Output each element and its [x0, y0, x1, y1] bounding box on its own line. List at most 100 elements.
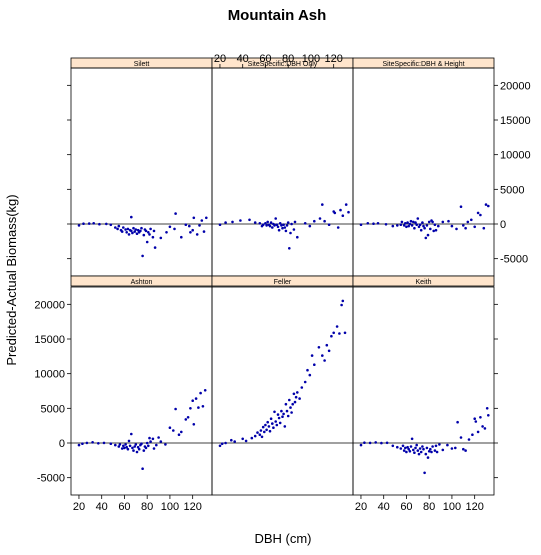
x-tick-label: 100 [161, 501, 179, 513]
y-tick-label: 0 [500, 219, 506, 231]
data-point [425, 446, 429, 450]
data-point [82, 222, 85, 225]
data-point [283, 226, 287, 229]
data-point [244, 439, 248, 443]
data-point [359, 223, 363, 226]
data-point [323, 219, 326, 223]
data-point [136, 445, 140, 449]
data-point [97, 442, 100, 445]
data-point [317, 346, 321, 349]
data-point [117, 445, 121, 448]
y-tick-label: 10000 [34, 369, 65, 381]
x-tick-label: 120 [465, 501, 483, 513]
data-point [441, 220, 445, 224]
data-point [385, 441, 389, 445]
data-point [120, 230, 124, 233]
data-point [264, 222, 267, 225]
data-point [294, 395, 298, 399]
data-point [424, 452, 428, 456]
data-point [131, 231, 134, 235]
data-point [425, 224, 429, 227]
panel-5: Feller [211, 275, 354, 496]
data-point [282, 223, 285, 226]
data-point [476, 430, 480, 434]
data-point [400, 220, 404, 224]
data-point [127, 233, 131, 236]
data-point [283, 425, 287, 428]
data-point [136, 228, 140, 232]
data-point [405, 450, 408, 454]
data-point [406, 221, 409, 224]
data-point [432, 229, 436, 233]
data-point [433, 449, 437, 452]
data-point [281, 415, 284, 419]
data-point [276, 225, 280, 229]
data-point [308, 373, 312, 377]
data-point [280, 224, 283, 227]
data-point [298, 397, 301, 400]
data-point [273, 410, 276, 414]
data-point [482, 226, 486, 230]
data-point [418, 223, 422, 226]
data-point [184, 418, 188, 421]
panel-strip-label: Silett [134, 61, 150, 68]
panel-frame [211, 67, 354, 277]
x-tick-label: 120 [183, 501, 201, 513]
data-point [313, 219, 316, 223]
data-point [293, 220, 297, 224]
data-point [384, 223, 388, 226]
data-point [426, 456, 430, 459]
data-point [147, 231, 150, 234]
data-point [224, 441, 227, 445]
data-point [296, 391, 299, 394]
data-point [109, 442, 113, 446]
data-point [426, 233, 430, 237]
panel-frame [70, 286, 213, 496]
data-point [130, 215, 133, 219]
x-tick-label: 100 [443, 501, 461, 513]
x-tick-label: 40 [96, 501, 108, 513]
data-point [144, 229, 148, 233]
y-tick-label: 15000 [500, 115, 531, 127]
data-point [418, 447, 422, 450]
y-tick-label: 5000 [41, 403, 65, 415]
data-point [483, 427, 487, 430]
data-point [402, 224, 406, 227]
data-point [421, 445, 424, 448]
data-point [192, 216, 196, 220]
data-point [271, 422, 274, 425]
data-point [268, 224, 272, 228]
data-point [172, 429, 175, 432]
data-point [407, 447, 411, 451]
data-point [274, 217, 278, 220]
data-point [180, 430, 183, 434]
data-point [153, 246, 157, 249]
data-point [126, 447, 130, 451]
data-point [473, 225, 477, 229]
data-point [148, 233, 151, 236]
data-point [450, 447, 454, 450]
data-point [427, 220, 431, 224]
data-point [276, 413, 280, 416]
data-point [148, 436, 151, 440]
x-tick-label: 20 [73, 501, 85, 513]
panel-strip-label: SiteSpecific:DBH & Height [382, 61, 464, 68]
data-point [122, 444, 125, 448]
panel-strip [352, 275, 495, 287]
panel-3: SiteSpecific:DBH & Height [352, 57, 495, 277]
data-point [273, 224, 276, 227]
panel-strip-label: Keith [416, 279, 432, 286]
data-point [290, 411, 293, 414]
data-point [410, 224, 414, 227]
data-point [417, 452, 421, 456]
data-point [149, 227, 152, 231]
data-point [266, 420, 270, 424]
data-point [180, 235, 183, 239]
data-point [137, 447, 141, 451]
data-point [313, 363, 316, 367]
y-tick-label: 0 [59, 438, 65, 450]
data-point [157, 436, 160, 439]
data-point [109, 223, 113, 227]
panels-group: Silett SiteSpecific:DBH Only SiteSpecific:… [34, 53, 530, 513]
data-point [261, 425, 265, 429]
